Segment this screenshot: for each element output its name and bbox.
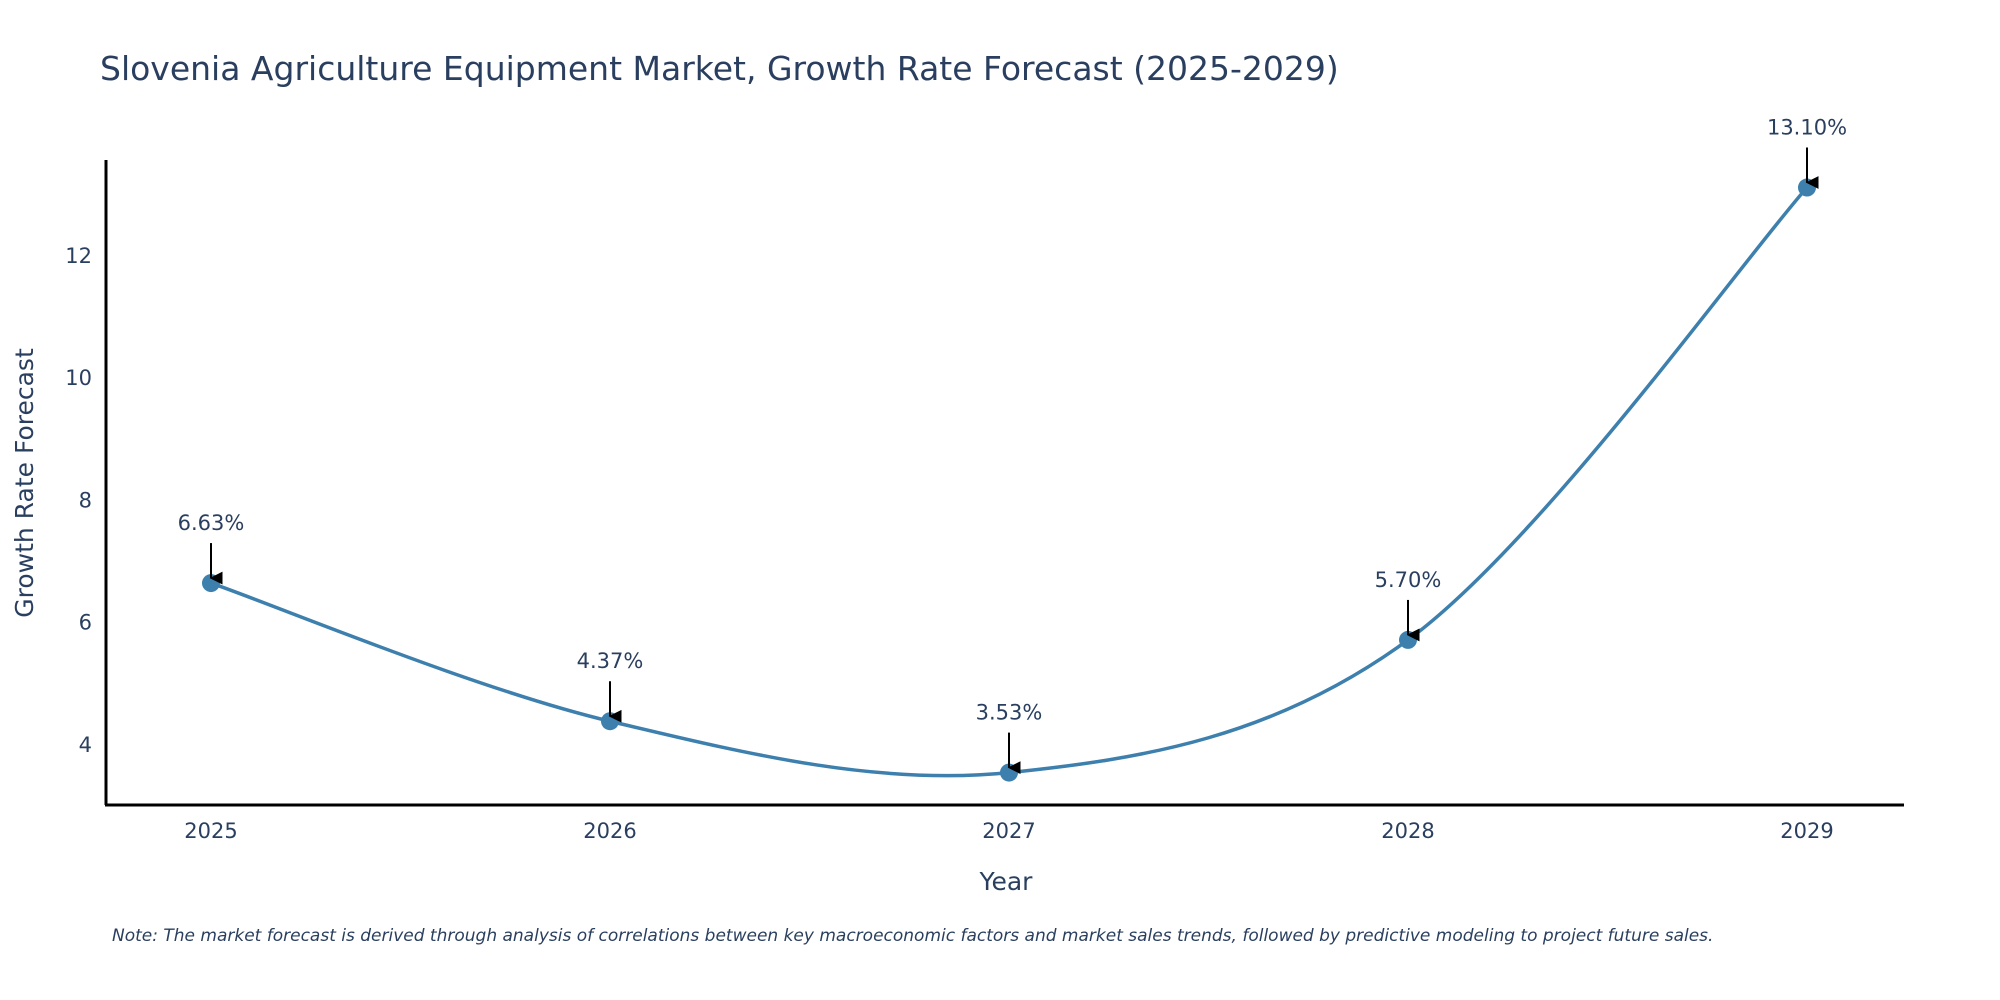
- y-tick-labels: 4 6 8 10 12: [65, 244, 92, 757]
- x-tick-labels: 2025 2026 2027 2028 2029: [184, 819, 1833, 843]
- y-tick-label: 10: [65, 366, 92, 390]
- y-tick-label: 12: [65, 244, 92, 268]
- x-tick-label: 2025: [184, 819, 237, 843]
- data-annotations: 6.63% 4.37% 3.53% 5.70% 13.10%: [178, 116, 1847, 775]
- data-label: 6.63%: [178, 511, 245, 535]
- footnote: Note: The market forecast is derived thr…: [112, 926, 1713, 946]
- x-tick-label: 2026: [583, 819, 636, 843]
- chart-title: Slovenia Agriculture Equipment Market, G…: [100, 49, 1339, 88]
- axes: [104, 160, 1904, 807]
- x-tick-label: 2029: [1780, 819, 1833, 843]
- data-label: 5.70%: [1375, 568, 1442, 592]
- data-markers: [202, 178, 1816, 782]
- data-label: 13.10%: [1767, 116, 1847, 140]
- y-tick-label: 6: [79, 611, 92, 635]
- y-tick-label: 4: [79, 733, 92, 757]
- y-tick-label: 8: [79, 488, 92, 512]
- x-axis-title: Year: [979, 867, 1034, 896]
- x-tick-label: 2028: [1381, 819, 1434, 843]
- x-tick-label: 2027: [982, 819, 1035, 843]
- y-axis-title: Growth Rate Forecast: [10, 348, 39, 618]
- data-label: 4.37%: [577, 649, 644, 673]
- series-line: [210, 186, 1809, 778]
- data-label: 3.53%: [976, 701, 1043, 725]
